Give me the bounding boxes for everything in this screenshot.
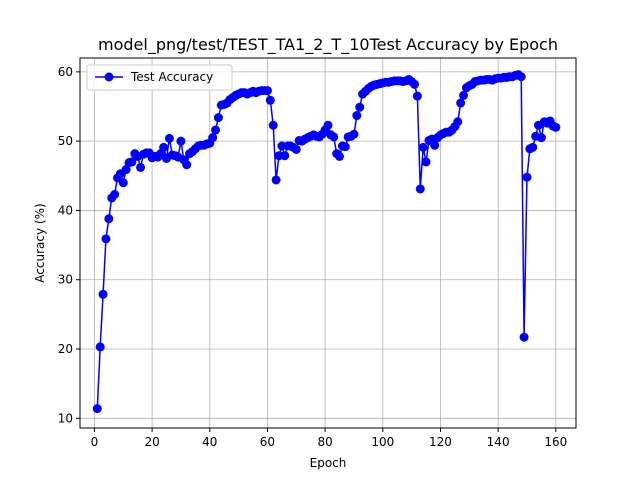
- data-point: [349, 129, 359, 139]
- x-axis-label: Epoch: [310, 456, 347, 470]
- y-tick-label: 40: [58, 203, 73, 217]
- x-tick-label: 20: [144, 435, 159, 449]
- data-point: [536, 133, 546, 143]
- legend-label: Test Accuracy: [130, 70, 213, 84]
- data-point: [104, 214, 114, 224]
- x-tick-label: 0: [91, 435, 99, 449]
- data-point: [127, 157, 137, 167]
- data-point: [329, 132, 339, 142]
- y-axis-label: Accuracy (%): [33, 203, 47, 282]
- y-tick-label: 30: [58, 273, 73, 287]
- data-point: [280, 151, 290, 161]
- data-point: [522, 172, 532, 182]
- data-point: [323, 120, 333, 130]
- x-tick-label: 60: [260, 435, 275, 449]
- series-test-accuracy: [92, 70, 561, 414]
- x-tick-label: 80: [317, 435, 332, 449]
- data-point: [453, 117, 463, 127]
- x-tick-label: 160: [544, 435, 567, 449]
- x-tick-label: 120: [429, 435, 452, 449]
- data-point: [271, 175, 281, 185]
- data-point: [164, 133, 174, 143]
- data-point: [528, 142, 538, 152]
- data-point: [265, 95, 275, 105]
- data-point: [110, 190, 120, 199]
- data-point: [410, 79, 420, 89]
- grid: [80, 58, 576, 428]
- x-tick-label: 100: [371, 435, 394, 449]
- data-point: [95, 342, 105, 352]
- data-point: [551, 122, 561, 132]
- data-point: [182, 160, 192, 170]
- data-point: [92, 404, 102, 414]
- data-point: [340, 142, 350, 152]
- data-point: [415, 184, 425, 194]
- chart-title: model_png/test/TEST_TA1_2_T_10Test Accur…: [98, 35, 558, 55]
- data-point: [136, 162, 146, 172]
- data-point: [262, 86, 272, 96]
- data-point: [211, 125, 221, 135]
- data-point: [176, 136, 186, 146]
- y-axis: 10 20 30 40 50 60: [58, 65, 80, 425]
- y-tick-label: 10: [58, 411, 73, 425]
- data-point: [421, 157, 431, 167]
- data-point: [118, 178, 128, 188]
- data-point: [459, 90, 469, 100]
- data-point: [159, 142, 169, 152]
- data-point: [335, 151, 345, 161]
- legend-box: [86, 64, 233, 91]
- data-point: [412, 91, 422, 101]
- data-point: [121, 165, 131, 175]
- y-tick-label: 20: [58, 342, 73, 356]
- data-point: [101, 234, 111, 244]
- y-tick-label: 50: [58, 134, 73, 148]
- data-point: [519, 332, 529, 342]
- data-point: [355, 102, 365, 112]
- data-point: [430, 140, 440, 150]
- data-point: [98, 289, 108, 299]
- data-point: [352, 111, 362, 121]
- legend-point-marker: [104, 72, 114, 82]
- y-tick-label: 60: [58, 65, 73, 79]
- data-point: [516, 72, 526, 82]
- data-point: [418, 142, 428, 152]
- data-point: [456, 98, 466, 108]
- plot-area-frame: [79, 57, 577, 429]
- data-point: [291, 144, 301, 154]
- x-axis: 0 20 40 60 80 100 120 140 160: [91, 428, 567, 449]
- data-point: [208, 133, 218, 143]
- data-point: [268, 120, 278, 130]
- x-tick-label: 140: [487, 435, 510, 449]
- legend: Test Accuracy: [86, 64, 233, 91]
- x-tick-label: 40: [202, 435, 217, 449]
- data-point: [213, 113, 223, 123]
